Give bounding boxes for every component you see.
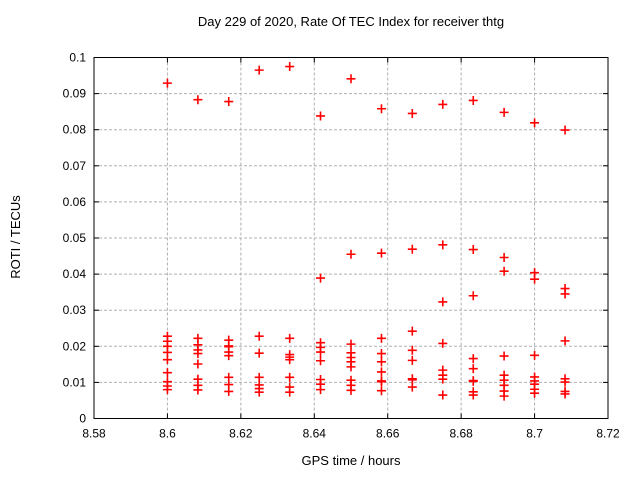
data-point bbox=[438, 338, 448, 348]
data-point bbox=[560, 389, 570, 399]
data-point bbox=[560, 125, 570, 135]
data-point bbox=[193, 349, 203, 359]
data-point bbox=[224, 351, 234, 361]
data-point bbox=[468, 95, 478, 105]
data-point bbox=[346, 362, 356, 372]
data-point bbox=[438, 374, 448, 384]
data-point bbox=[407, 244, 417, 254]
data-point bbox=[346, 249, 356, 259]
data-point bbox=[224, 386, 234, 396]
data-point bbox=[162, 368, 172, 378]
data-point bbox=[468, 390, 478, 400]
data-point bbox=[316, 111, 326, 121]
data-point bbox=[162, 78, 172, 88]
data-point bbox=[438, 297, 448, 307]
data-point bbox=[560, 289, 570, 299]
y-tick-label: 0.03 bbox=[63, 303, 87, 317]
data-point bbox=[499, 107, 509, 117]
data-point bbox=[193, 359, 203, 369]
data-point bbox=[376, 367, 386, 377]
x-tick-label: 8.72 bbox=[596, 427, 620, 441]
data-point bbox=[285, 62, 295, 72]
data-point bbox=[316, 385, 326, 395]
data-point bbox=[224, 97, 234, 107]
y-tick-label: 0.09 bbox=[63, 87, 87, 101]
data-point bbox=[499, 351, 509, 361]
data-point bbox=[407, 382, 417, 392]
x-tick-label: 8.7 bbox=[526, 427, 543, 441]
x-tick-label: 8.62 bbox=[229, 427, 253, 441]
data-point bbox=[285, 387, 295, 397]
data-point bbox=[376, 377, 386, 387]
data-point bbox=[530, 274, 540, 284]
data-point bbox=[193, 95, 203, 105]
data-point bbox=[316, 356, 326, 366]
data-point bbox=[346, 74, 356, 84]
x-tick-label: 8.66 bbox=[376, 427, 400, 441]
data-point bbox=[376, 386, 386, 396]
data-point bbox=[407, 355, 417, 365]
data-point bbox=[254, 348, 264, 358]
data-point bbox=[285, 355, 295, 365]
data-point bbox=[193, 385, 203, 395]
data-point bbox=[162, 385, 172, 395]
data-point bbox=[468, 291, 478, 301]
y-axis-label: ROTI / TECUs bbox=[8, 195, 23, 279]
x-tick-label: 8.6 bbox=[159, 427, 176, 441]
data-point bbox=[499, 391, 509, 401]
data-point bbox=[407, 345, 417, 355]
data-point bbox=[376, 349, 386, 359]
data-point bbox=[254, 65, 264, 75]
y-tick-label: 0.06 bbox=[63, 195, 87, 209]
data-point bbox=[468, 364, 478, 374]
y-tick-label: 0.08 bbox=[63, 123, 87, 137]
data-point bbox=[346, 385, 356, 395]
data-point bbox=[407, 108, 417, 118]
y-tick-label: 0 bbox=[79, 412, 86, 426]
chart-title: Day 229 of 2020, Rate Of TEC Index for r… bbox=[197, 14, 505, 29]
data-point bbox=[376, 248, 386, 258]
data-point bbox=[376, 357, 386, 367]
data-point bbox=[438, 99, 448, 109]
y-tick-label: 0.02 bbox=[63, 339, 87, 353]
data-point bbox=[285, 372, 295, 382]
x-tick-label: 8.58 bbox=[82, 427, 106, 441]
data-point bbox=[438, 240, 448, 250]
data-point bbox=[438, 390, 448, 400]
data-point bbox=[468, 245, 478, 255]
data-point bbox=[285, 333, 295, 343]
data-point bbox=[499, 266, 509, 276]
data-point bbox=[254, 331, 264, 341]
y-tick-label: 0.05 bbox=[63, 231, 87, 245]
data-point bbox=[407, 326, 417, 336]
data-point bbox=[560, 377, 570, 387]
data-point bbox=[560, 336, 570, 346]
x-tick-label: 8.64 bbox=[303, 427, 327, 441]
data-point bbox=[530, 388, 540, 398]
data-point bbox=[376, 104, 386, 114]
data-point bbox=[162, 355, 172, 365]
data-point bbox=[530, 118, 540, 128]
data-point bbox=[530, 350, 540, 360]
data-point bbox=[346, 339, 356, 349]
data-point bbox=[316, 273, 326, 283]
data-point bbox=[254, 372, 264, 382]
data-point bbox=[468, 376, 478, 386]
y-tick-label: 0.01 bbox=[63, 375, 87, 389]
x-axis-label: GPS time / hours bbox=[301, 453, 401, 468]
data-point bbox=[316, 347, 326, 357]
data-point bbox=[254, 387, 264, 397]
data-point bbox=[468, 354, 478, 364]
x-tick-label: 8.68 bbox=[449, 427, 473, 441]
data-point bbox=[376, 333, 386, 343]
data-point bbox=[499, 252, 509, 262]
y-tick-label: 0.04 bbox=[63, 267, 87, 281]
y-tick-label: 0.1 bbox=[69, 51, 86, 65]
y-tick-label: 0.07 bbox=[63, 159, 87, 173]
